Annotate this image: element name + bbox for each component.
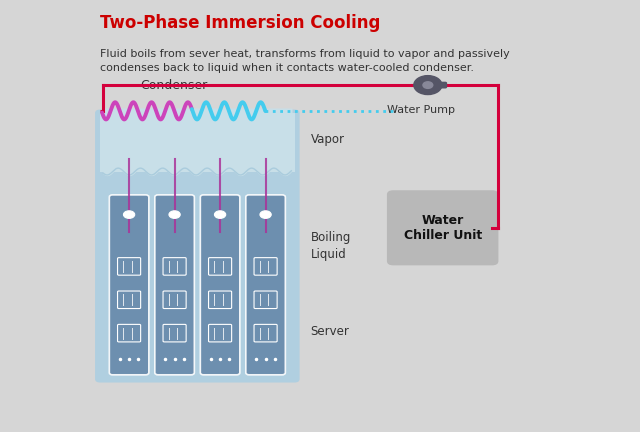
FancyBboxPatch shape — [200, 195, 240, 375]
FancyBboxPatch shape — [155, 195, 195, 375]
Circle shape — [124, 211, 135, 219]
FancyBboxPatch shape — [436, 82, 447, 89]
FancyBboxPatch shape — [246, 195, 285, 375]
FancyBboxPatch shape — [416, 82, 428, 89]
Text: Condenser: Condenser — [140, 79, 207, 92]
Circle shape — [414, 76, 442, 95]
Circle shape — [260, 211, 271, 219]
Circle shape — [423, 82, 433, 89]
Text: Two-Phase Immersion Cooling: Two-Phase Immersion Cooling — [100, 14, 381, 32]
Text: Boiling
Liquid: Boiling Liquid — [310, 231, 351, 261]
Text: Vapor: Vapor — [310, 133, 344, 146]
FancyBboxPatch shape — [100, 113, 294, 172]
Circle shape — [214, 211, 226, 219]
Text: Water
Chiller Unit: Water Chiller Unit — [404, 214, 482, 242]
Circle shape — [169, 211, 180, 219]
Text: Fluid boils from sever heat, transforms from liquid to vapor and passively
conde: Fluid boils from sever heat, transforms … — [100, 49, 510, 73]
Text: Server: Server — [310, 325, 349, 338]
FancyBboxPatch shape — [109, 195, 149, 375]
Text: Water Pump: Water Pump — [387, 105, 456, 115]
FancyBboxPatch shape — [387, 190, 499, 265]
FancyBboxPatch shape — [95, 110, 300, 383]
